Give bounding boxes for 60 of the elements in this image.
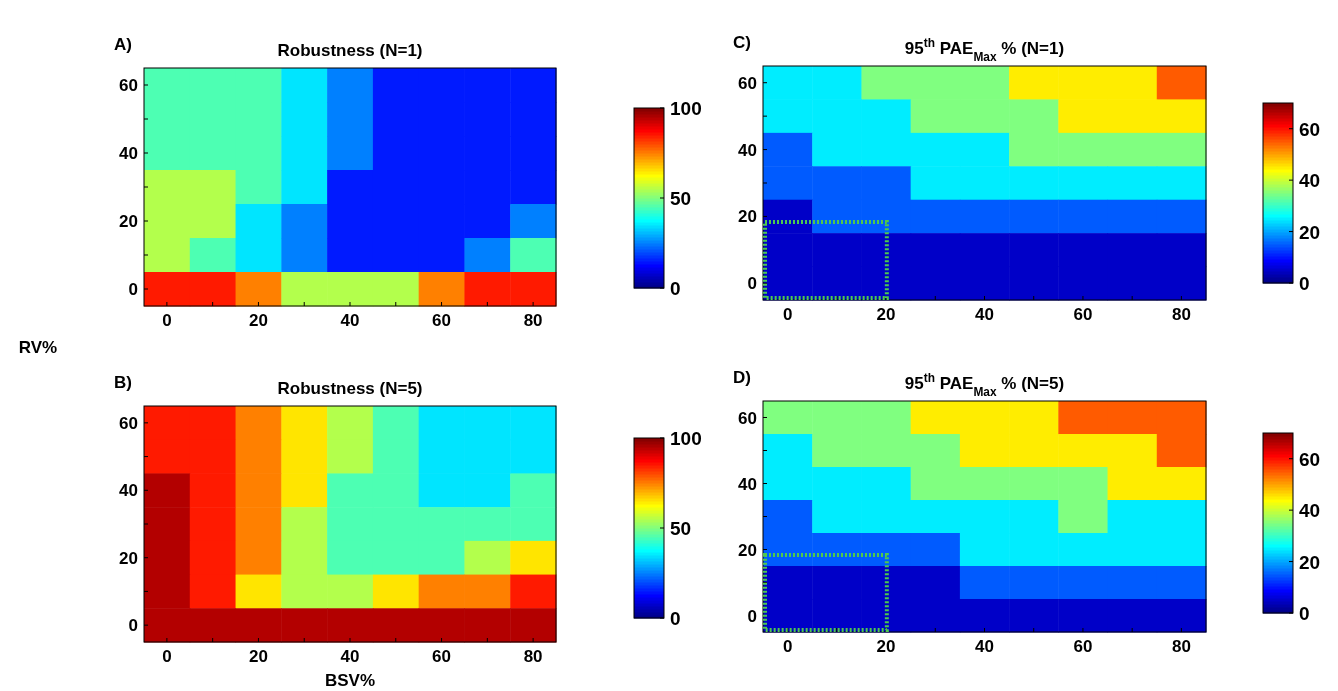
text: D): [733, 368, 751, 387]
color-bar-label: 40: [1299, 170, 1321, 192]
color-bar-label: 0: [1299, 273, 1310, 294]
x-tick-label: 20: [876, 637, 896, 656]
chart-title: 95$^{th}$ PAE$_{Max}$ % (N=1): [904, 36, 1065, 64]
y-tick-label: 0: [747, 274, 757, 294]
x-tick-label: 20: [876, 305, 896, 324]
x-tick-label: 80: [1171, 305, 1191, 324]
color-bar-label: 0: [670, 278, 681, 299]
color-bar-label: 0: [670, 608, 681, 629]
x-tick-label: 60: [1073, 305, 1093, 324]
chart-title: 95$^{th}$ PAE$_{Max}$ % (N=5): [904, 371, 1065, 399]
x-axis-title: BSV%: [324, 671, 376, 690]
y-tick-label: 0: [747, 606, 757, 626]
y-tick-label: 20: [738, 540, 757, 560]
x-tick-label: 80: [523, 647, 543, 666]
x-tick-label: 40: [975, 637, 994, 656]
color-bar-label: 20: [1299, 551, 1321, 573]
x-tick-label: 80: [523, 311, 543, 330]
y-tick-label: 20: [119, 548, 138, 568]
color-bar-label: 50: [670, 188, 692, 209]
y-axis-title: RV%: [18, 338, 58, 357]
text: C): [733, 33, 751, 52]
text: B): [114, 373, 132, 392]
y-tick-label: 20: [738, 207, 757, 227]
x-tick-label: 60: [1073, 637, 1093, 656]
color-bar-label: 20: [1299, 221, 1321, 243]
color-bar-label: 100: [670, 428, 702, 449]
y-tick-label: 0: [128, 616, 138, 636]
y-tick-label: 40: [119, 481, 138, 501]
color-bar-label: 0: [1299, 603, 1310, 624]
text: A): [114, 35, 132, 54]
y-tick-label: 40: [119, 144, 138, 163]
y-tick-label: 40: [738, 140, 757, 160]
chart-title: Robustness (N=1): [277, 41, 423, 60]
x-tick-label: 0: [162, 647, 172, 666]
y-tick-label: 0: [128, 280, 138, 299]
y-tick-label: 60: [119, 413, 138, 433]
x-tick-label: 40: [340, 647, 360, 666]
y-tick-label: 60: [738, 73, 757, 93]
chart-title: Robustness (N=5): [277, 379, 423, 398]
x-tick-label: 20: [248, 647, 268, 666]
x-tick-label: 20: [248, 311, 268, 330]
x-tick-label: 80: [1171, 637, 1191, 656]
y-tick-label: 60: [738, 408, 757, 428]
x-tick-label: 0: [782, 305, 793, 324]
y-tick-label: 40: [738, 474, 757, 494]
x-tick-label: 60: [432, 311, 452, 330]
color-bar-label: 50: [670, 518, 692, 539]
x-tick-label: 60: [432, 647, 452, 666]
color-bar-label: 60: [1299, 448, 1321, 470]
color-bar-label: 40: [1299, 500, 1321, 522]
x-tick-label: 40: [975, 305, 994, 324]
color-bar-label: 100: [670, 98, 702, 119]
x-tick-label: 40: [340, 311, 360, 330]
y-tick-label: 20: [119, 212, 138, 231]
x-tick-label: 0: [782, 637, 793, 656]
x-tick-label: 0: [162, 311, 172, 330]
y-tick-label: 60: [119, 76, 138, 95]
color-bar-label: 60: [1299, 118, 1321, 140]
